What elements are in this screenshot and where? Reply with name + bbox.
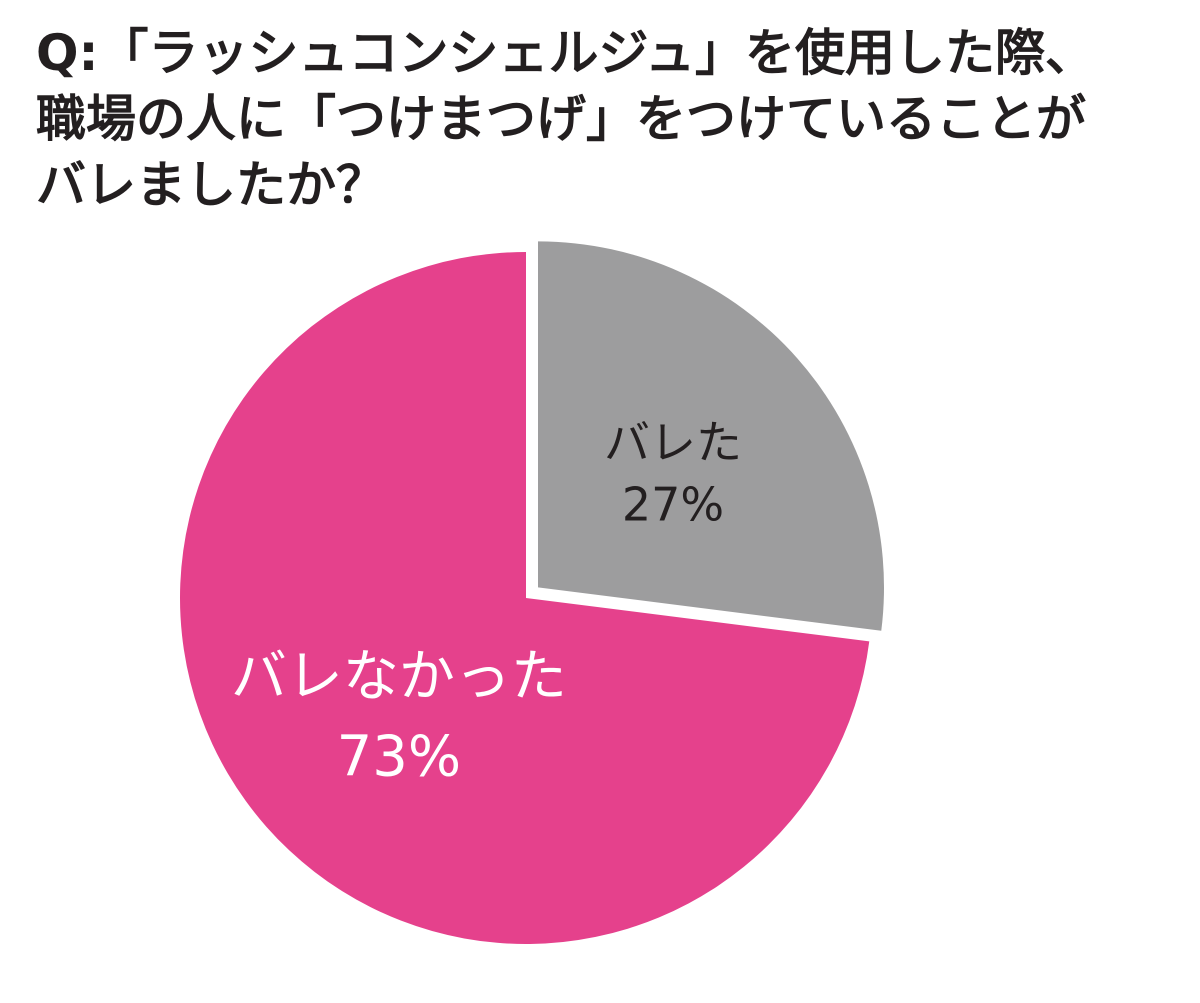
chart-title-line-2: 職場の人に「つけまつげ」をつけていることが: [36, 90, 1086, 148]
chart-title-line-1: Q:「ラッシュコンシェルジュ」を使用した際、: [36, 24, 1095, 82]
chart-title: Q:「ラッシュコンシェルジュ」を使用した際、 職場の人に「つけまつげ」をつけてい…: [36, 20, 1186, 218]
pie-slice-2: [180, 252, 870, 945]
slice-label-1: バレた: [604, 416, 742, 470]
slice-value-label-2: 73%: [337, 725, 461, 790]
chart-title-line-3: バレましたか？: [36, 156, 386, 214]
slice-label-2: バレなかった: [231, 645, 567, 710]
pie-slice-1: [538, 241, 885, 631]
slice-value-label-1: 27%: [622, 478, 724, 532]
